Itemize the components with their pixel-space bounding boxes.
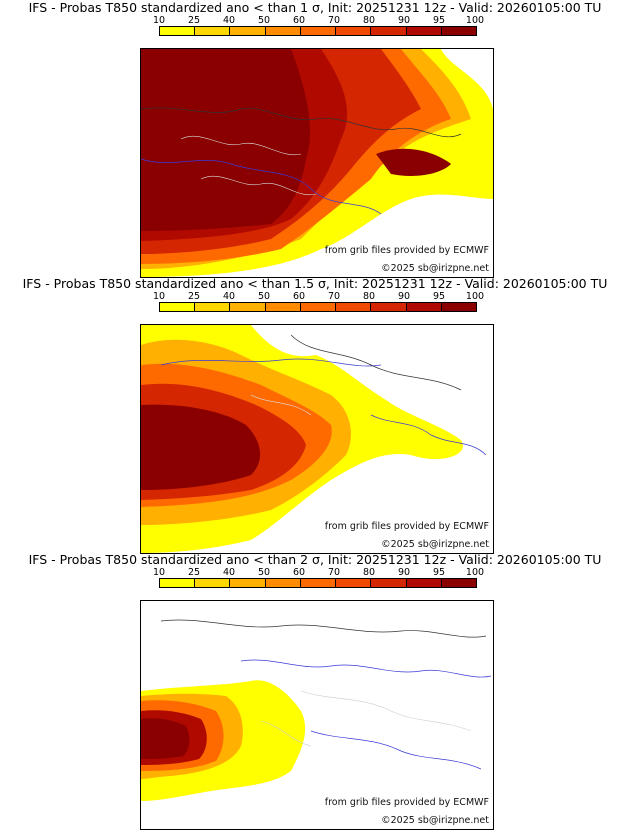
colorbar-tick: 70	[327, 15, 341, 26]
colorbar-tick: 90	[397, 291, 411, 302]
colorbar-tick: 95	[432, 15, 446, 26]
colorbar-tick: 80	[362, 291, 376, 302]
colorbar-tick: 25	[187, 567, 201, 578]
colorbar-swatch	[336, 579, 372, 587]
colorbar-swatch	[406, 27, 442, 35]
colorbar-tick: 50	[257, 15, 271, 26]
panel-title: IFS - Probas T850 standardized ano < tha…	[22, 276, 608, 291]
colorbar-swatch	[441, 579, 476, 587]
colorbar-tick: 100	[465, 291, 485, 302]
source-credit: from grib files provided by ECMWF	[324, 797, 489, 808]
colorbar-tick: 100	[465, 15, 485, 26]
colorbar-tick: 25	[187, 291, 201, 302]
source-credit: from grib files provided by ECMWF	[324, 521, 489, 532]
colorbar-tick: 95	[432, 291, 446, 302]
colorbar-tick: 90	[397, 15, 411, 26]
colorbar-swatch	[195, 579, 231, 587]
colorbar-swatch	[300, 579, 337, 587]
colorbar-swatch	[160, 579, 196, 587]
panel-title: IFS - Probas T850 standardized ano < tha…	[28, 0, 602, 15]
colorbar-tick: 60	[292, 291, 306, 302]
colorbar-tick: 10	[152, 15, 166, 26]
colorbar-tick: 95	[432, 567, 446, 578]
colorbar-swatch	[265, 303, 301, 311]
probability-map-1-sigma: from grib files provided by ECMWF ©2025 …	[140, 48, 494, 278]
colorbar-tick: 60	[292, 15, 306, 26]
colorbar-tick: 10	[152, 567, 166, 578]
colorbar-swatch	[160, 27, 196, 35]
colorbar-tick: 25	[187, 15, 201, 26]
colorbar	[159, 578, 477, 588]
colorbar-tick: 40	[222, 291, 236, 302]
colorbar-swatch	[300, 27, 337, 35]
colorbar-swatch	[406, 579, 442, 587]
colorbar-tick: 40	[222, 15, 236, 26]
copyright: ©2025 sb@irizpne.net	[381, 539, 489, 550]
colorbar-swatch	[300, 303, 337, 311]
colorbar-swatch	[336, 27, 372, 35]
colorbar-swatch	[230, 579, 266, 587]
panel-title: IFS - Probas T850 standardized ano < tha…	[28, 552, 602, 567]
colorbar-tick: 10	[152, 291, 166, 302]
colorbar-swatch	[441, 27, 476, 35]
colorbar-tick: 50	[257, 567, 271, 578]
colorbar-labels: 10 25 40 50 60 70 80 90 95 100	[153, 291, 484, 303]
probability-map-2-sigma: from grib files provided by ECMWF ©2025 …	[140, 600, 494, 830]
colorbar-tick: 70	[327, 567, 341, 578]
colorbar-swatch	[230, 27, 266, 35]
colorbar-swatch	[195, 27, 231, 35]
colorbar-labels: 10 25 40 50 60 70 80 90 95 100	[153, 567, 484, 579]
colorbar	[159, 26, 477, 36]
colorbar-swatch	[160, 303, 196, 311]
probability-map-1-5-sigma: from grib files provided by ECMWF ©2025 …	[140, 324, 494, 554]
colorbar-tick: 80	[362, 15, 376, 26]
colorbar-swatch	[406, 303, 442, 311]
colorbar-swatch	[265, 27, 301, 35]
copyright: ©2025 sb@irizpne.net	[381, 263, 489, 274]
colorbar-tick: 70	[327, 291, 341, 302]
copyright: ©2025 sb@irizpne.net	[381, 815, 489, 826]
colorbar-swatch	[336, 303, 372, 311]
colorbar-swatch	[195, 303, 231, 311]
colorbar-labels: 10 25 40 50 60 70 80 90 95 100	[153, 15, 484, 27]
colorbar-swatch	[230, 303, 266, 311]
colorbar-tick: 100	[465, 567, 485, 578]
colorbar-tick: 40	[222, 567, 236, 578]
colorbar-swatch	[265, 579, 301, 587]
colorbar-tick: 60	[292, 567, 306, 578]
panel-2-sigma: IFS - Probas T850 standardized ano < tha…	[0, 552, 630, 830]
panel-1-5-sigma: IFS - Probas T850 standardized ano < tha…	[0, 276, 630, 554]
colorbar-tick: 90	[397, 567, 411, 578]
colorbar-swatch	[441, 303, 476, 311]
colorbar	[159, 302, 477, 312]
colorbar-swatch	[371, 579, 407, 587]
colorbar-tick: 50	[257, 291, 271, 302]
panel-1-sigma: IFS - Probas T850 standardized ano < tha…	[0, 0, 630, 278]
colorbar-swatch	[371, 27, 407, 35]
colorbar-swatch	[371, 303, 407, 311]
source-credit: from grib files provided by ECMWF	[324, 245, 489, 256]
colorbar-tick: 80	[362, 567, 376, 578]
